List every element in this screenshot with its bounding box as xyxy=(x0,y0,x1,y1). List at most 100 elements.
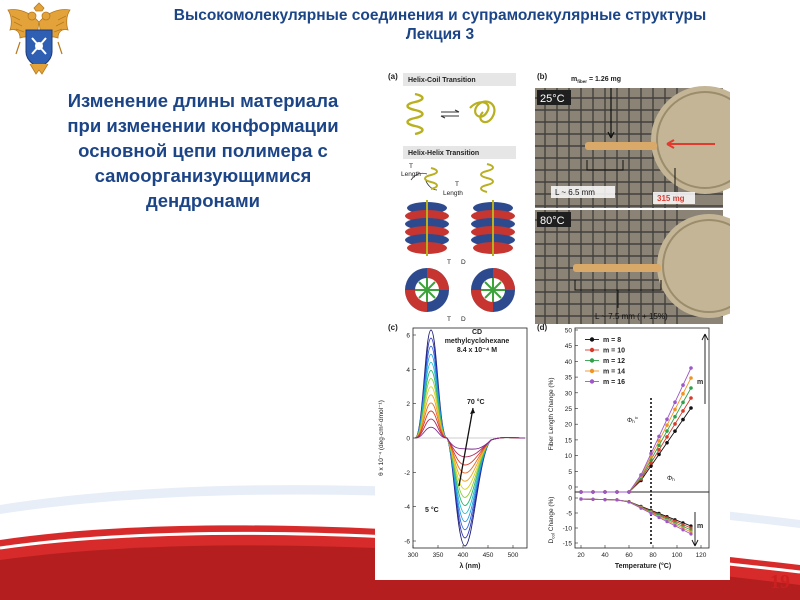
panel-d-label: (d) xyxy=(537,323,548,332)
dcol-plot-frame xyxy=(574,491,710,549)
length-y-tick-label: 0 xyxy=(568,485,572,492)
panel-c: (c) CD methylcyclohexane 8.4 x 10⁻⁴ M 6 4… xyxy=(378,323,528,570)
length-data-point xyxy=(689,376,693,380)
length-data-point xyxy=(689,406,693,410)
cd-y-ticks: 6 4 2 0 -2 -4 -6 xyxy=(404,333,416,546)
length-data-point xyxy=(603,490,607,494)
length-data-point xyxy=(681,417,685,422)
dcol-y-ticks: 0 -5 -10 -15 xyxy=(563,496,578,548)
t-label-a2: T xyxy=(447,316,451,323)
temperature-x-ticks: 20 40 60 80 100 120 xyxy=(577,545,707,559)
length-data-point xyxy=(665,429,669,433)
panel-b: (b) mfiber = 1.26 mg 25°C L ~ 6.5 xyxy=(535,72,761,324)
length-data-point xyxy=(627,490,631,494)
cd-spectra xyxy=(414,329,526,547)
panel-a: (a) Helix-Coil Transition Helix-Helix Tr… xyxy=(388,72,516,323)
legend-label: m = 16 xyxy=(603,379,625,386)
temp-x-tick-label: 40 xyxy=(601,552,609,559)
cd-y-axis-label: θ x 10⁻⁴ (deg·cm²·dmol⁻¹) xyxy=(378,400,385,476)
dcol-data-point xyxy=(689,532,693,536)
length-y-tick-label: 25 xyxy=(565,406,573,413)
legend-label: m = 10 xyxy=(603,348,625,355)
cd-x-tick-label: 400 xyxy=(458,552,469,559)
photo-25c: 25°C L ~ 6.5 mm 315 mg xyxy=(535,86,759,208)
length-data-point xyxy=(689,386,693,390)
length-data-point xyxy=(689,366,693,370)
dcol-label-a2: D xyxy=(461,316,466,323)
temp-x-tick-label: 20 xyxy=(577,552,585,559)
cd-x-tick-label: 500 xyxy=(508,552,519,559)
length-data-point xyxy=(665,435,669,439)
cd-y-tick-label: -6 xyxy=(404,539,410,546)
length-data-point xyxy=(681,391,685,396)
dcol-data-point xyxy=(649,511,653,515)
length-plot-frame xyxy=(574,327,710,493)
length-y-tick-label: 40 xyxy=(565,359,573,366)
length-data-point xyxy=(657,443,661,448)
legend-marker xyxy=(589,358,595,363)
t-label-a1: T xyxy=(447,259,451,266)
legend-label: m = 12 xyxy=(603,358,625,365)
dcol-y-tick-label: 0 xyxy=(568,496,572,503)
legend-marker xyxy=(589,337,595,342)
figure-svg: (a) Helix-Coil Transition Helix-Helix Tr… xyxy=(378,72,761,570)
research-figure: (a) Helix-Coil Transition Helix-Helix Tr… xyxy=(375,68,761,580)
length-data-point xyxy=(657,434,661,439)
m-arrow-label-bottom: m xyxy=(697,523,703,530)
length-y-tick-label: 15 xyxy=(565,437,573,444)
length-data-point xyxy=(639,473,643,477)
dcol-data-point xyxy=(603,498,607,502)
length-80c-label: L ~ 7.5 mm ( + 15%) xyxy=(595,312,668,321)
dcol-data-point xyxy=(639,506,643,510)
lecture-number: Лекция 3 xyxy=(405,26,475,43)
dcol-y-tick-label: -15 xyxy=(563,541,573,548)
cd-x-ticks: 300 350 400 450 500 xyxy=(408,545,519,559)
legend-label: m = 14 xyxy=(603,369,625,376)
body-line: при изменении конформации xyxy=(67,115,339,136)
panel-c-label: (c) xyxy=(388,323,398,332)
series-legend: m = 8 m = 10 m = 12 m = 14 m = 16 xyxy=(585,337,625,386)
dcol-y-tick-label: -5 xyxy=(566,511,572,518)
fiber-sample-80c xyxy=(573,264,661,272)
length-y-tick-label: 50 xyxy=(565,328,573,335)
length-data-point xyxy=(657,448,661,452)
dcol-data-point xyxy=(579,497,583,501)
panel-a-label: (a) xyxy=(388,72,398,81)
length-data-point xyxy=(665,440,669,445)
length-25c-label: L ~ 6.5 mm xyxy=(555,188,595,197)
photo-80c: 80°C xyxy=(535,210,761,324)
length-data-point xyxy=(673,429,677,433)
cd-y-tick-label: -4 xyxy=(404,504,410,511)
helix-icon xyxy=(406,92,424,136)
t-70c-label: 70 °C xyxy=(467,398,485,406)
dendron-wheel-right-icon xyxy=(471,268,515,312)
coil-icon xyxy=(469,100,496,124)
length-y-tick-label: 5 xyxy=(568,469,572,476)
t-5c-label: 5 °C xyxy=(425,506,439,514)
length-y-tick-label: 20 xyxy=(565,422,573,429)
dendron-stack-right-icon xyxy=(471,200,515,256)
phi-h-label: Φh xyxy=(667,475,675,482)
cd-title-3: 8.4 x 10⁻⁴ M xyxy=(457,347,497,354)
cd-x-tick-label: 300 xyxy=(408,552,419,559)
length-data-point xyxy=(657,452,661,457)
body-line: Изменение длины материала xyxy=(67,90,339,111)
lecture-title: Высокомолекулярные соединения и супрамол… xyxy=(80,6,800,44)
dcol-y-axis-label: Dcol Change (%) xyxy=(548,497,556,544)
coin-mass-label: 315 mg xyxy=(657,194,685,203)
course-title: Высокомолекулярные соединения и супрамол… xyxy=(173,7,707,24)
arrow-icon xyxy=(666,139,715,149)
length-data-point xyxy=(649,451,653,456)
slide-body-text: Изменение длины материала при изменении … xyxy=(22,88,384,213)
length-series xyxy=(579,366,693,536)
length-data-point xyxy=(673,422,677,426)
helix-coil-title: Helix-Coil Transition xyxy=(408,77,476,84)
dcol-data-point xyxy=(681,528,685,532)
temp-x-tick-label: 80 xyxy=(649,552,657,559)
dcol-data-point xyxy=(615,498,619,502)
temp-x-tick-label: 120 xyxy=(696,552,707,559)
fiber-sample-25c xyxy=(585,142,657,150)
dcol-data-point xyxy=(673,524,677,528)
panel-b-label: (b) xyxy=(537,72,548,81)
length-data-point xyxy=(681,400,685,405)
